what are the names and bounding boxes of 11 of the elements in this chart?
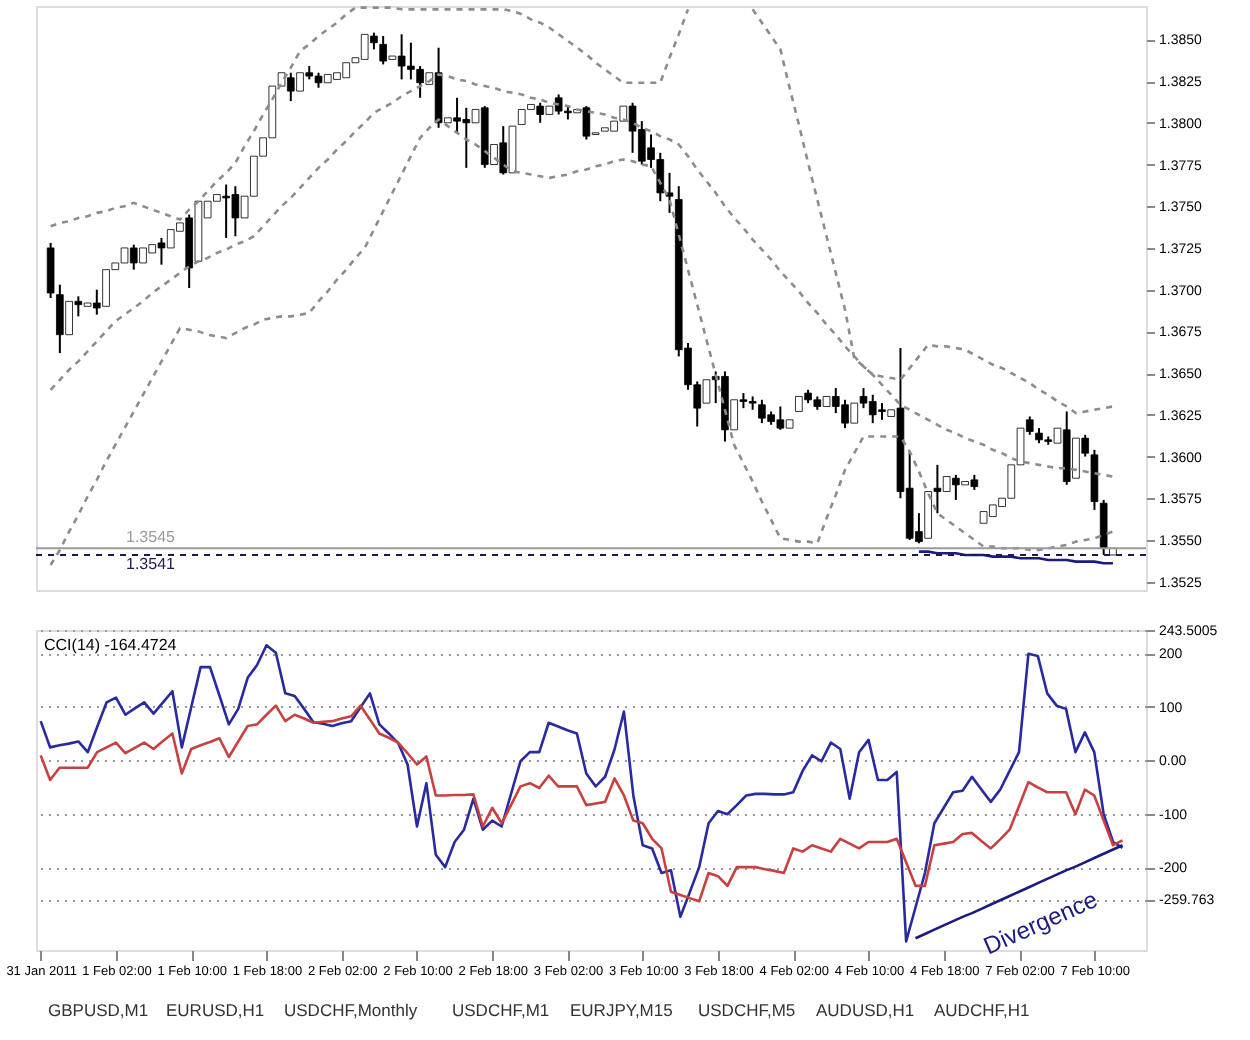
text: USDCHF,M1 [452,1000,550,1020]
text: GBPUSD,M1 [48,1000,149,1020]
text: USDCHF,M5 [698,1000,796,1020]
text: USDCHF,Monthly [284,1000,419,1020]
text: EURJPY,M15 [570,1000,674,1020]
text: EURUSD,H1 [166,1000,265,1020]
text: AUDCHF,H1 [934,1000,1030,1020]
ref-line-label: 1.3545 [126,528,177,547]
ref-line-label: 1.3541 [126,554,177,573]
chart-title: CCI(14) -164.4724 [44,636,178,654]
text: AUDUSD,H1 [816,1000,915,1020]
